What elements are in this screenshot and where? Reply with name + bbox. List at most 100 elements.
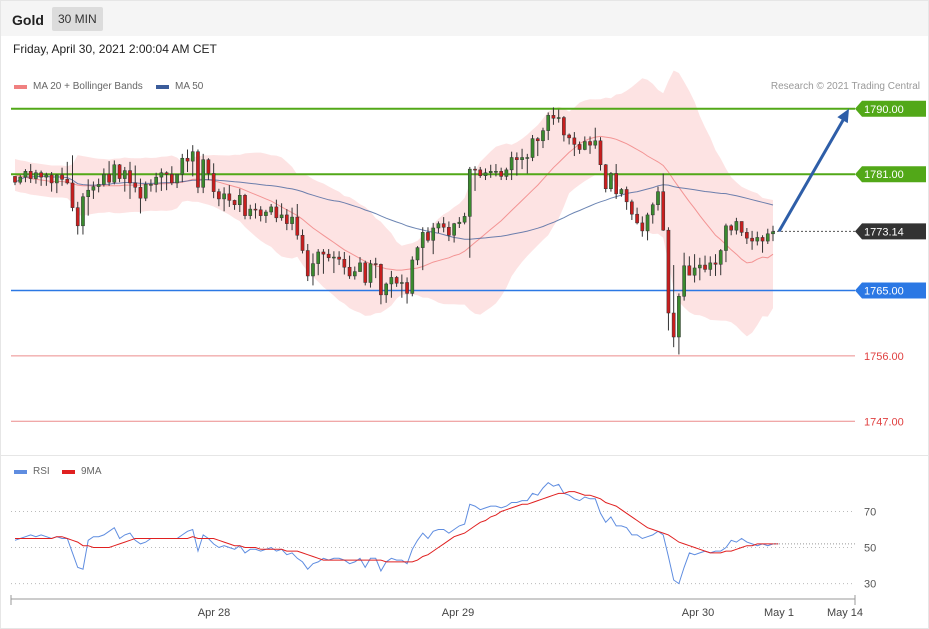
candle-body — [541, 130, 545, 142]
candle-body — [420, 232, 425, 248]
candle-body — [677, 296, 681, 338]
candle-body — [23, 171, 28, 178]
candle-body — [697, 264, 702, 269]
candle-body — [650, 204, 655, 216]
rsi-ma-line — [15, 491, 779, 563]
candle-body — [535, 138, 540, 142]
candle-body — [750, 237, 754, 242]
candle-body — [520, 157, 524, 160]
candle-body — [708, 262, 713, 270]
price-tag — [855, 223, 926, 240]
candle-body — [436, 223, 441, 229]
candle-body — [18, 176, 23, 183]
price-tag — [855, 100, 926, 117]
candle-body — [556, 117, 561, 119]
candle-body — [593, 140, 598, 146]
candle-body — [159, 172, 164, 178]
candle-body — [483, 172, 488, 176]
candle-body — [201, 159, 206, 188]
timeframe-button[interactable]: 30 MIN — [52, 7, 103, 31]
candle-body — [478, 169, 483, 176]
panel-divider — [1, 455, 928, 456]
ma50-swatch — [156, 84, 169, 89]
candle-body — [279, 214, 284, 219]
candle-body — [138, 187, 143, 199]
candle-body — [661, 191, 666, 231]
legend-rsi-ma: 9MA — [62, 466, 102, 477]
candle-body — [107, 173, 111, 183]
candle-body — [175, 173, 179, 184]
candle-body — [211, 173, 216, 192]
candle-body — [44, 174, 49, 178]
candle-body — [718, 250, 723, 265]
candle-body — [352, 271, 357, 277]
candle-body — [509, 157, 514, 171]
candle-body — [426, 232, 430, 241]
candle-body — [232, 200, 237, 205]
forecast-arrowhead — [837, 108, 849, 124]
candle-body — [467, 168, 472, 217]
candle-body — [196, 151, 200, 188]
x-tick-label: May 14 — [827, 607, 863, 619]
candle-body — [75, 207, 80, 227]
candle-body — [671, 312, 676, 338]
candle-body — [154, 176, 158, 185]
candle-body — [640, 222, 645, 232]
candle-body — [400, 282, 404, 284]
candle-body — [363, 262, 368, 283]
forecast-arrow — [777, 116, 847, 233]
candle-body — [405, 282, 409, 294]
candle-body — [285, 214, 289, 224]
candle-body — [227, 193, 232, 201]
candle-body — [666, 229, 671, 314]
candle-body — [441, 223, 446, 228]
symbol-title: Gold — [12, 12, 44, 28]
candle-body — [34, 172, 38, 179]
candle-body — [724, 225, 728, 251]
candle-body — [305, 250, 310, 277]
x-tick-label: Apr 28 — [198, 607, 230, 619]
candle-body — [755, 237, 760, 242]
ma20-line — [14, 135, 774, 271]
price-tag — [855, 282, 926, 299]
candle-body — [96, 184, 101, 187]
candle-body — [258, 209, 263, 216]
price-tag-label: 1773.14 — [864, 226, 904, 238]
candle-body — [190, 151, 195, 162]
candle-body — [551, 115, 556, 119]
candle-body — [295, 216, 300, 236]
candle-body — [326, 253, 331, 259]
candle-body — [572, 137, 577, 145]
candle-body — [645, 214, 650, 232]
candle-body — [582, 141, 587, 150]
candle-body — [217, 191, 221, 200]
candle-body — [567, 134, 571, 139]
candle-body — [410, 259, 415, 294]
toolbar: Gold 30 MIN — [1, 1, 928, 36]
candle-body — [91, 186, 96, 191]
price-tag-label: 1790.00 — [864, 104, 904, 116]
candle-body — [525, 157, 530, 159]
candle-body — [180, 157, 185, 175]
candle-body — [379, 264, 383, 296]
bollinger-band — [15, 70, 773, 337]
rsi-line — [14, 481, 779, 585]
candle-body — [243, 195, 247, 216]
candle-body — [237, 195, 242, 205]
candle-body — [253, 208, 258, 211]
candle-body — [656, 191, 660, 205]
candle-body — [81, 196, 85, 227]
candle-body — [703, 264, 707, 270]
candle-body — [170, 173, 174, 184]
rsi-legend-label: RSI — [33, 466, 50, 477]
candle-body — [457, 221, 462, 224]
candle-body — [368, 263, 373, 283]
candle-body — [577, 144, 582, 150]
legend-ma20: MA 20 + Bollinger Bands — [14, 81, 143, 92]
candle-body — [588, 141, 592, 146]
candle-body — [546, 115, 551, 131]
timestamp: Friday, April 30, 2021 2:00:04 AM CET — [13, 42, 217, 56]
candle-body — [149, 184, 153, 186]
candle-body — [185, 157, 190, 162]
